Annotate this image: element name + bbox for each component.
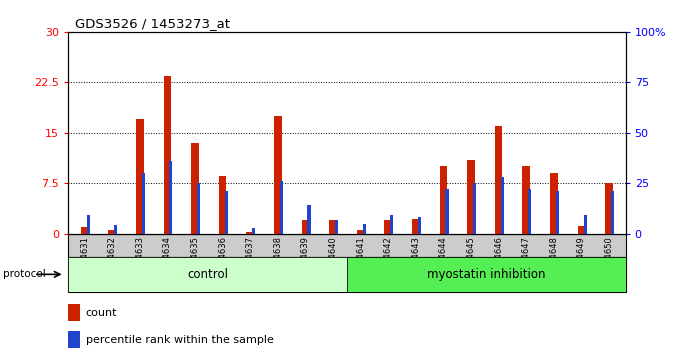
Bar: [357, 230, 364, 234]
Bar: [169, 161, 173, 234]
Bar: [274, 116, 282, 234]
Bar: [329, 220, 337, 234]
Bar: [528, 189, 531, 234]
Bar: [390, 216, 393, 234]
Bar: [550, 173, 558, 234]
Text: myostatin inhibition: myostatin inhibition: [427, 268, 545, 281]
Bar: [197, 183, 200, 234]
Bar: [412, 219, 420, 234]
Bar: [108, 230, 116, 234]
Bar: [495, 126, 503, 234]
Bar: [577, 225, 585, 234]
Bar: [246, 232, 254, 234]
Bar: [224, 191, 228, 234]
Bar: [445, 189, 449, 234]
Bar: [280, 181, 283, 234]
Bar: [439, 166, 447, 234]
Bar: [347, 257, 626, 292]
Bar: [252, 228, 255, 234]
Bar: [473, 183, 476, 234]
Bar: [418, 217, 421, 234]
Bar: [335, 219, 338, 234]
Bar: [191, 143, 199, 234]
Bar: [467, 160, 475, 234]
Bar: [362, 224, 366, 234]
Text: percentile rank within the sample: percentile rank within the sample: [86, 335, 274, 345]
Bar: [307, 205, 311, 234]
Bar: [611, 191, 614, 234]
Bar: [500, 177, 504, 234]
Bar: [163, 75, 171, 234]
Bar: [605, 183, 613, 234]
Bar: [301, 220, 309, 234]
Bar: [136, 119, 143, 234]
Bar: [86, 216, 90, 234]
Text: count: count: [86, 308, 118, 318]
Bar: [68, 257, 347, 292]
Text: control: control: [187, 268, 228, 281]
Bar: [68, 304, 80, 321]
Bar: [142, 173, 145, 234]
Bar: [68, 331, 80, 348]
Bar: [522, 166, 530, 234]
Text: GDS3526 / 1453273_at: GDS3526 / 1453273_at: [75, 17, 230, 30]
Bar: [384, 220, 392, 234]
Bar: [556, 191, 559, 234]
Bar: [219, 176, 226, 234]
Text: protocol: protocol: [3, 269, 46, 279]
Bar: [81, 227, 88, 234]
Bar: [583, 216, 587, 234]
Bar: [114, 224, 117, 234]
